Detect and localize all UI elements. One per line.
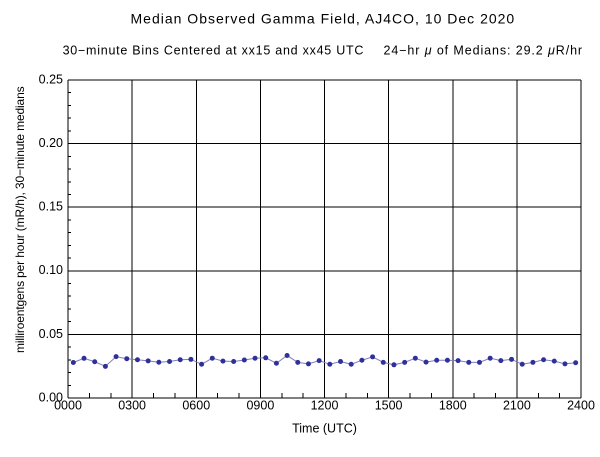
svg-text:Median Observed Gamma Field, A: Median Observed Gamma Field, AJ4CO, 10 D… bbox=[131, 11, 516, 27]
svg-text:1500: 1500 bbox=[375, 399, 403, 413]
svg-text:24−hr μ of Medians: 29.2 μR/hr: 24−hr μ of Medians: 29.2 μR/hr bbox=[384, 44, 584, 58]
svg-text:1800: 1800 bbox=[439, 399, 467, 413]
svg-text:0.15: 0.15 bbox=[39, 200, 63, 214]
svg-text:0600: 0600 bbox=[182, 399, 210, 413]
svg-text:0.20: 0.20 bbox=[39, 136, 63, 150]
svg-text:Time (UTC): Time (UTC) bbox=[292, 422, 357, 436]
svg-text:2100: 2100 bbox=[503, 399, 531, 413]
svg-text:0.10: 0.10 bbox=[39, 263, 63, 277]
svg-text:0000: 0000 bbox=[54, 399, 82, 413]
svg-text:0.00: 0.00 bbox=[39, 390, 63, 404]
svg-text:0900: 0900 bbox=[246, 399, 274, 413]
svg-text:1200: 1200 bbox=[311, 399, 339, 413]
svg-text:0.05: 0.05 bbox=[39, 327, 63, 341]
svg-text:0300: 0300 bbox=[118, 399, 146, 413]
svg-text:30−minute Bins Centered at xx1: 30−minute Bins Centered at xx15 and xx45… bbox=[63, 44, 365, 58]
svg-text:0.25: 0.25 bbox=[39, 72, 63, 86]
svg-text:milliroentgens per hour (mR/h): milliroentgens per hour (mR/h), 30−minut… bbox=[13, 86, 27, 353]
svg-text:2400: 2400 bbox=[567, 399, 595, 413]
